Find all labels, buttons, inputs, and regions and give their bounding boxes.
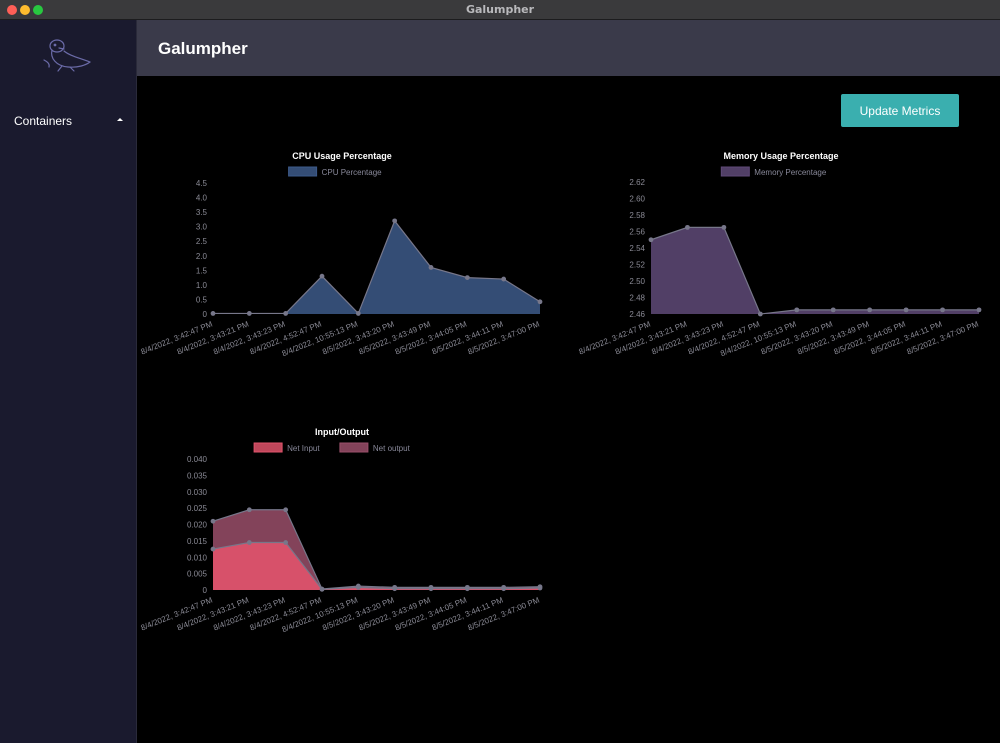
data-point[interactable]: [246, 311, 252, 316]
input-output-chart: Input/Output Net Input Net output 0 0.005 0.0…: [137, 421, 557, 661]
data-point[interactable]: [794, 307, 800, 313]
page-title: Galumpher: [158, 39, 248, 58]
y-tick-label: 1.5: [196, 266, 208, 275]
legend-label[interactable]: Memory Percentage: [754, 168, 827, 177]
data-point[interactable]: [867, 307, 873, 313]
data-point[interactable]: [355, 584, 361, 590]
data-point[interactable]: [685, 224, 690, 230]
data-point[interactable]: [283, 540, 289, 545]
data-point[interactable]: [392, 218, 398, 224]
window-title: Galumpher: [465, 3, 535, 16]
data-point[interactable]: [283, 311, 289, 316]
y-tick-label: 4.5: [196, 179, 208, 188]
data-point[interactable]: [830, 307, 836, 313]
data-point[interactable]: [392, 586, 398, 592]
y-tick-label: 0: [203, 310, 208, 319]
cpu-usage-chart: CPU Usage Percentage CPU Percentage 0 0.5 1.…: [137, 145, 557, 385]
minimize-window-button[interactable]: [20, 5, 30, 15]
y-tick-label: 0.040: [187, 455, 208, 464]
data-point[interactable]: [355, 311, 361, 316]
series-area: [651, 227, 979, 314]
data-point[interactable]: [501, 276, 507, 282]
data-point[interactable]: [757, 311, 763, 317]
y-tick-label: 2.48: [629, 294, 645, 303]
y-tick-label: 2.46: [629, 310, 645, 319]
data-point[interactable]: [428, 265, 434, 270]
series-line: [213, 219, 541, 315]
data-point[interactable]: [648, 237, 654, 243]
legend-label[interactable]: Net output: [373, 444, 411, 453]
sidebar-item-label: Containers: [14, 114, 73, 128]
update-metrics-button[interactable]: Update Metrics: [841, 94, 959, 127]
data-point[interactable]: [537, 585, 543, 591]
y-tick-label: 2.52: [629, 261, 645, 270]
data-point[interactable]: [246, 507, 252, 513]
sidebar-item-containers[interactable]: Containers: [0, 108, 137, 134]
y-tick-label: 0.010: [187, 553, 208, 562]
y-tick-label: 2.5: [196, 237, 208, 246]
y-tick-label: 1.0: [196, 281, 208, 290]
data-point[interactable]: [319, 273, 325, 279]
y-tick-label: 3.0: [196, 223, 208, 232]
page-header: Galumpher: [137, 20, 1000, 76]
y-tick-label: 0.020: [187, 521, 208, 530]
y-tick-label: 2.58: [629, 211, 645, 220]
legend-swatch[interactable]: [720, 166, 750, 177]
y-tick-label: 2.62: [629, 178, 645, 187]
data-point[interactable]: [319, 586, 325, 592]
chart-title: CPU Usage Percentage: [292, 151, 392, 161]
data-point[interactable]: [464, 275, 470, 281]
window-titlebar: Galumpher: [0, 0, 1000, 20]
y-tick-label: 2.54: [629, 244, 645, 253]
data-point[interactable]: [976, 307, 982, 313]
data-point[interactable]: [210, 311, 216, 316]
data-point[interactable]: [940, 307, 945, 313]
sidebar: Containers: [0, 20, 137, 743]
y-tick-label: 0.025: [187, 504, 208, 513]
maximize-window-button[interactable]: [33, 5, 43, 15]
legend-swatch[interactable]: [253, 442, 283, 453]
y-tick-label: 0.5: [196, 295, 208, 304]
close-window-button[interactable]: [7, 5, 17, 15]
data-point[interactable]: [428, 586, 434, 592]
y-tick-label: 0.005: [187, 570, 208, 579]
data-point[interactable]: [283, 507, 289, 513]
caret-up-icon: [117, 118, 123, 121]
data-point[interactable]: [501, 586, 507, 592]
series-line: [212, 541, 541, 590]
y-tick-label: 2.0: [196, 252, 208, 261]
legend-swatch[interactable]: [339, 442, 369, 453]
y-tick-label: 2.60: [629, 195, 645, 204]
legend-label[interactable]: Net Input: [287, 444, 320, 453]
y-tick-label: 0: [203, 586, 208, 595]
seal-logo-icon: [40, 36, 94, 74]
data-point[interactable]: [537, 299, 543, 305]
y-tick-label: 0.030: [187, 488, 208, 497]
data-point[interactable]: [721, 224, 727, 230]
y-tick-label: 4.0: [196, 194, 208, 203]
data-point[interactable]: [210, 546, 216, 552]
y-tick-label: 3.5: [196, 208, 208, 217]
data-point[interactable]: [210, 518, 216, 524]
series-line: [650, 226, 979, 315]
data-point[interactable]: [464, 586, 470, 592]
series-area: [213, 542, 540, 590]
legend-label[interactable]: CPU Percentage: [322, 168, 383, 177]
y-tick-label: 2.56: [629, 228, 645, 237]
legend-swatch[interactable]: [288, 166, 318, 177]
data-point[interactable]: [246, 540, 252, 545]
series-line: [212, 509, 541, 590]
y-tick-label: 0.035: [187, 471, 208, 480]
y-tick-label: 0.015: [187, 537, 208, 546]
data-point[interactable]: [903, 307, 909, 313]
memory-usage-chart: Memory Usage Percentage Memory Percentage…: [565, 145, 990, 385]
chart-title: Memory Usage Percentage: [723, 151, 838, 161]
y-tick-label: 2.50: [629, 277, 645, 286]
chart-title: Input/Output: [315, 427, 369, 437]
